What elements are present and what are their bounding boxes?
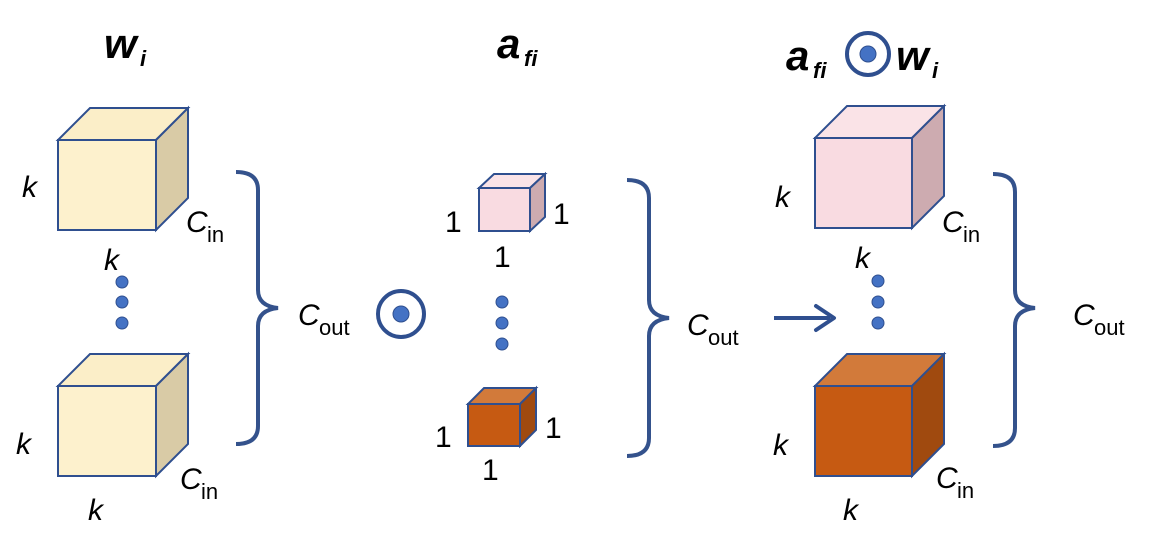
attention-cube-orange xyxy=(465,385,539,449)
operator-icon xyxy=(376,289,426,339)
label-k-height-top: k xyxy=(22,171,39,204)
title-product-a: a xyxy=(786,32,809,79)
attention-cube-pink xyxy=(476,171,548,234)
weight-cube-top xyxy=(55,105,191,233)
ellipsis-icon-right xyxy=(871,274,885,330)
ellipsis-icon-left xyxy=(115,275,129,330)
label-k-width-top: k xyxy=(104,244,121,277)
title-product-w-subscript: i xyxy=(932,58,939,83)
label-c-out-right-sub: out xyxy=(1094,315,1125,340)
label-k-width-bottom: k xyxy=(88,494,105,527)
title-a-subscript: fi xyxy=(524,46,538,71)
label-k-height-bottom: k xyxy=(16,428,33,461)
label-one-below-bottom: 1 xyxy=(482,454,499,487)
label-c-out-middle: C xyxy=(687,309,709,342)
label-k-width-product-bottom: k xyxy=(843,494,860,527)
product-cube-pink xyxy=(812,103,947,231)
label-one-below-top: 1 xyxy=(494,241,511,274)
title-product-w: w xyxy=(896,32,931,79)
label-c-bottom: C xyxy=(180,463,202,496)
product-cube-orange xyxy=(812,351,947,479)
title-w-subscript: i xyxy=(140,46,147,71)
label-c-in-product-top: in xyxy=(963,222,980,247)
weight-cube-bottom xyxy=(55,351,191,479)
label-one-left-bottom: 1 xyxy=(435,421,452,454)
label-c-in-top: in xyxy=(207,222,224,247)
label-one-right-bottom: 1 xyxy=(545,412,562,445)
label-one-right-top: 1 xyxy=(553,198,570,231)
label-c-in-bottom: in xyxy=(201,479,218,504)
label-c-out-right: C xyxy=(1073,299,1095,332)
label-k-width-product-top: k xyxy=(855,242,872,275)
label-c-product-bottom: C xyxy=(936,462,958,495)
brace-left xyxy=(235,170,279,446)
ellipsis-icon-middle xyxy=(495,295,509,351)
label-c-out-left-sub: out xyxy=(319,315,350,340)
label-c-in-product-bottom: in xyxy=(957,478,974,503)
brace-right xyxy=(992,172,1036,448)
label-c-product-top: C xyxy=(942,206,964,239)
label-k-height-product-top: k xyxy=(775,181,792,214)
label-c-out-middle-sub: out xyxy=(708,325,739,350)
label-c-top: C xyxy=(186,206,208,239)
title-a: a xyxy=(497,20,520,67)
right-arrow-icon xyxy=(774,304,836,332)
label-c-out-left: C xyxy=(298,299,320,332)
label-one-left-top: 1 xyxy=(445,206,462,239)
brace-middle xyxy=(626,178,670,458)
title-w: w xyxy=(104,20,139,67)
label-k-height-product-bottom: k xyxy=(773,429,790,462)
title-product-a-subscript: fi xyxy=(813,58,827,83)
title-operator-icon xyxy=(845,31,891,77)
